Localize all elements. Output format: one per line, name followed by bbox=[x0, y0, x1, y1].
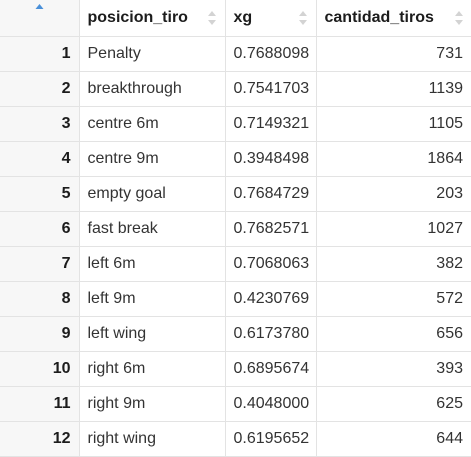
cell-cantidad-tiros: 1027 bbox=[316, 211, 471, 247]
cell-cantidad-tiros: 656 bbox=[316, 316, 471, 352]
table-row[interactable]: 3 centre 6m 0.7149321 1105 bbox=[0, 106, 471, 142]
table-row[interactable]: 1 Penalty 0.7688098 731 bbox=[0, 36, 471, 72]
sort-neutral-icon[interactable] bbox=[208, 10, 217, 25]
cell-cantidad-tiros: 203 bbox=[316, 176, 471, 212]
row-index: 7 bbox=[0, 246, 80, 282]
cell-posicion-tiro: centre 9m bbox=[79, 141, 226, 177]
cell-xg: 0.7541703 bbox=[225, 71, 317, 107]
cell-xg: 0.7068063 bbox=[225, 246, 317, 282]
cell-xg: 0.7688098 bbox=[225, 36, 317, 72]
column-header-label: posicion_tiro bbox=[87, 8, 188, 26]
cell-posicion-tiro: breakthrough bbox=[79, 71, 226, 107]
row-index: 4 bbox=[0, 141, 80, 177]
row-index: 5 bbox=[0, 176, 80, 212]
table-body: 1 Penalty 0.7688098 731 2 breakthrough 0.75417… bbox=[0, 36, 471, 457]
table-row[interactable]: 8 left 9m 0.4230769 572 bbox=[0, 281, 471, 317]
header-row: posicion_tiro xg cantidad_tiros bbox=[0, 0, 471, 37]
column-header-cantidad-tiros[interactable]: cantidad_tiros bbox=[316, 0, 471, 37]
cell-xg: 0.4048000 bbox=[225, 386, 317, 422]
row-index: 1 bbox=[0, 36, 80, 72]
column-header-index[interactable] bbox=[0, 0, 80, 37]
cell-cantidad-tiros: 731 bbox=[316, 36, 471, 72]
row-index: 8 bbox=[0, 281, 80, 317]
cell-posicion-tiro: Penalty bbox=[79, 36, 226, 72]
cell-posicion-tiro: left wing bbox=[79, 316, 226, 352]
table-row[interactable]: 11 right 9m 0.4048000 625 bbox=[0, 386, 471, 422]
cell-posicion-tiro: right wing bbox=[79, 421, 226, 457]
cell-posicion-tiro: left 6m bbox=[79, 246, 226, 282]
cell-cantidad-tiros: 625 bbox=[316, 386, 471, 422]
sort-neutral-icon[interactable] bbox=[299, 10, 308, 25]
row-index: 11 bbox=[0, 386, 80, 422]
column-header-label: cantidad_tiros bbox=[324, 8, 434, 26]
table-row[interactable]: 6 fast break 0.7682571 1027 bbox=[0, 211, 471, 247]
cell-posicion-tiro: centre 6m bbox=[79, 106, 226, 142]
row-index: 9 bbox=[0, 316, 80, 352]
table-row[interactable]: 9 left wing 0.6173780 656 bbox=[0, 316, 471, 352]
cell-xg: 0.3948498 bbox=[225, 141, 317, 177]
cell-cantidad-tiros: 1139 bbox=[316, 71, 471, 107]
row-index: 12 bbox=[0, 421, 80, 457]
sort-neutral-icon[interactable] bbox=[454, 10, 463, 25]
cell-xg: 0.7149321 bbox=[225, 106, 317, 142]
table-row[interactable]: 7 left 6m 0.7068063 382 bbox=[0, 246, 471, 282]
cell-cantidad-tiros: 572 bbox=[316, 281, 471, 317]
cell-cantidad-tiros: 644 bbox=[316, 421, 471, 457]
column-header-posicion-tiro[interactable]: posicion_tiro bbox=[79, 0, 226, 37]
table-row[interactable]: 2 breakthrough 0.7541703 1139 bbox=[0, 71, 471, 107]
cell-xg: 0.7684729 bbox=[225, 176, 317, 212]
cell-cantidad-tiros: 1105 bbox=[316, 106, 471, 142]
table-row[interactable]: 12 right wing 0.6195652 644 bbox=[0, 421, 471, 457]
sort-ascending-icon[interactable] bbox=[35, 4, 44, 18]
column-header-xg[interactable]: xg bbox=[225, 0, 317, 37]
cell-xg: 0.6195652 bbox=[225, 421, 317, 457]
row-index: 3 bbox=[0, 106, 80, 142]
cell-cantidad-tiros: 1864 bbox=[316, 141, 471, 177]
cell-posicion-tiro: left 9m bbox=[79, 281, 226, 317]
cell-posicion-tiro: empty goal bbox=[79, 176, 226, 212]
cell-posicion-tiro: right 9m bbox=[79, 386, 226, 422]
column-header-label: xg bbox=[233, 8, 253, 26]
row-index: 10 bbox=[0, 351, 80, 387]
cell-xg: 0.6895674 bbox=[225, 351, 317, 387]
row-index: 2 bbox=[0, 71, 80, 107]
cell-posicion-tiro: right 6m bbox=[79, 351, 226, 387]
cell-cantidad-tiros: 382 bbox=[316, 246, 471, 282]
table-row[interactable]: 5 empty goal 0.7684729 203 bbox=[0, 176, 471, 212]
cell-cantidad-tiros: 393 bbox=[316, 351, 471, 387]
cell-posicion-tiro: fast break bbox=[79, 211, 226, 247]
table-row[interactable]: 4 centre 9m 0.3948498 1864 bbox=[0, 141, 471, 177]
cell-xg: 0.6173780 bbox=[225, 316, 317, 352]
cell-xg: 0.4230769 bbox=[225, 281, 317, 317]
table-row[interactable]: 10 right 6m 0.6895674 393 bbox=[0, 351, 471, 387]
row-index: 6 bbox=[0, 211, 80, 247]
cell-xg: 0.7682571 bbox=[225, 211, 317, 247]
